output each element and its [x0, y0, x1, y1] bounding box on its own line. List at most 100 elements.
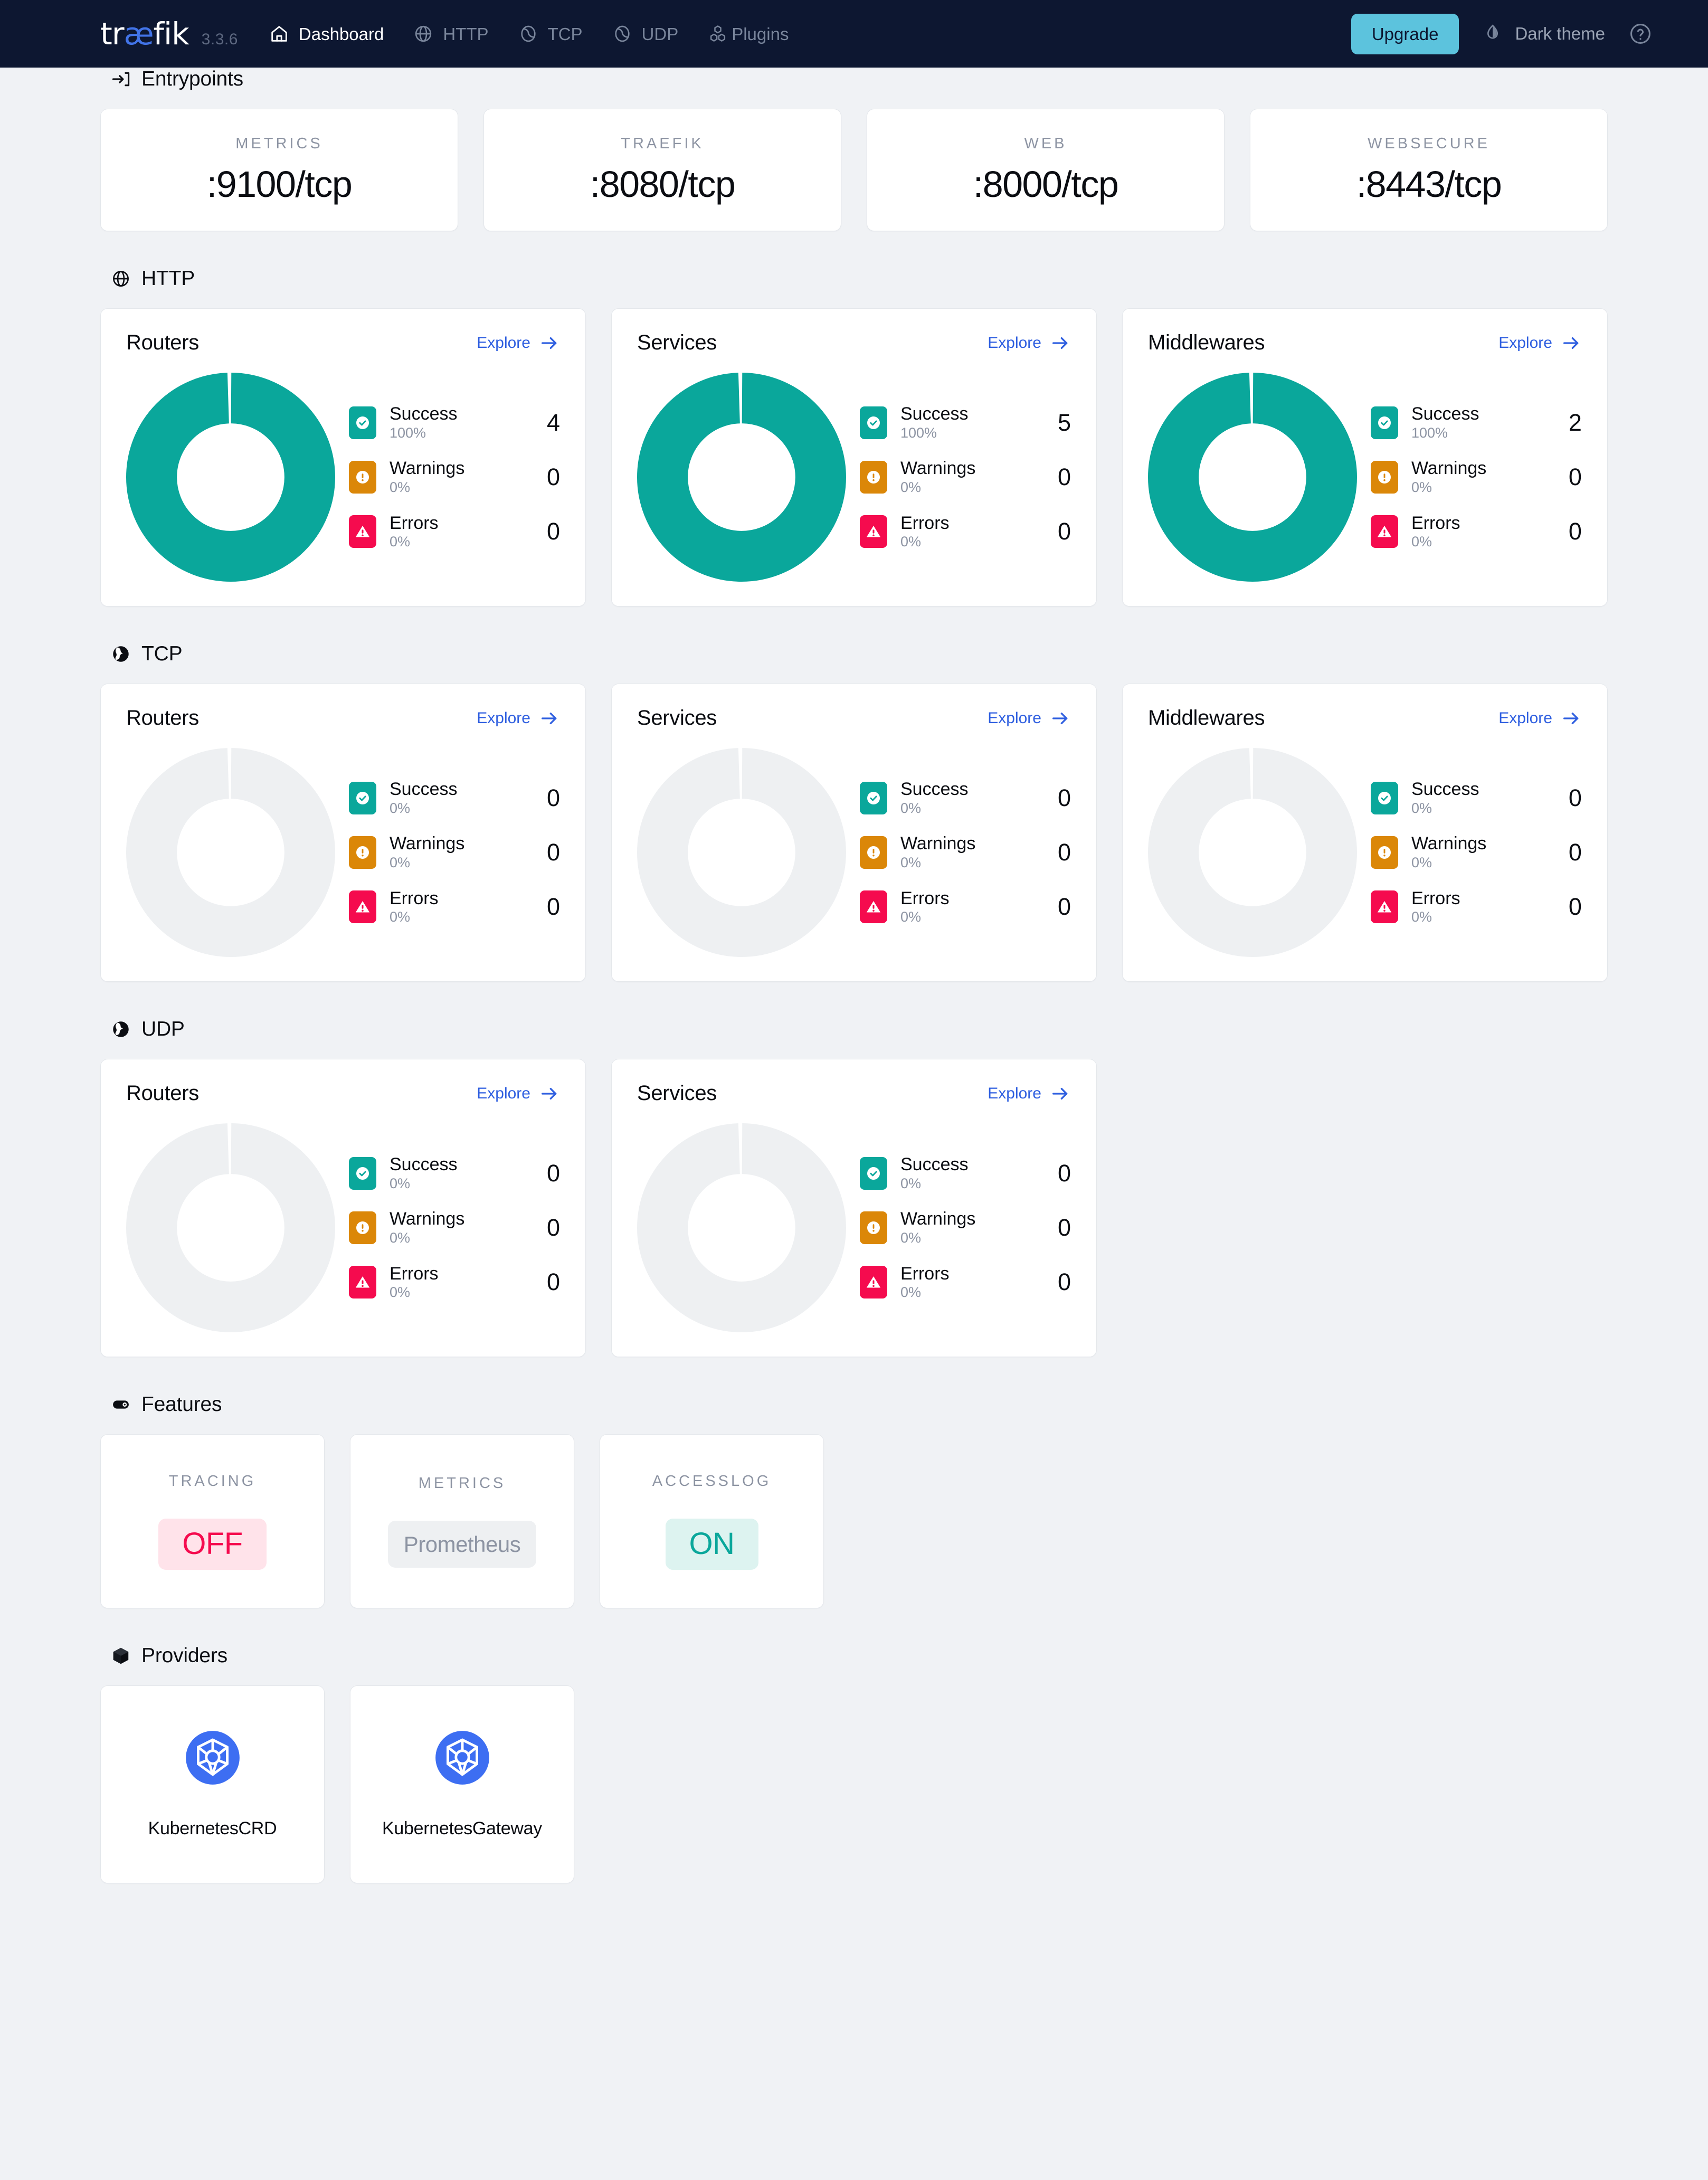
warning-icon: [1370, 836, 1398, 869]
warning-triangle-icon: [1377, 525, 1392, 537]
entrypoint-card[interactable]: TRAEFIK :8080/tcp: [483, 109, 841, 231]
error-icon: [349, 1266, 376, 1299]
explore-link[interactable]: Explore: [477, 1083, 560, 1104]
legend-row-warnings: Warnings 0% 0: [859, 1209, 1071, 1246]
legend-row-success: Success 0% 0: [859, 780, 1071, 816]
legend-text: Success 100%: [900, 405, 969, 441]
legend-label: Warnings: [900, 1209, 976, 1229]
explore-link[interactable]: Explore: [477, 333, 560, 354]
donut-chart: [637, 373, 846, 582]
success-icon: [349, 781, 376, 814]
legend-value: 0: [546, 784, 560, 811]
entrypoint-card[interactable]: WEBSECURE :8443/tcp: [1250, 109, 1608, 231]
card-header: Routers Explore: [126, 331, 560, 355]
legend-text: Errors 0%: [390, 1264, 439, 1300]
nav-item-tcp[interactable]: TCP: [518, 23, 583, 44]
legend-text: Errors 0%: [900, 514, 950, 549]
warning-icon: [859, 836, 887, 869]
tcp-filled-icon: [113, 646, 129, 662]
legend-text: Success 0%: [1411, 780, 1479, 816]
exclamation-circle-icon: [356, 846, 369, 859]
nav-label-tcp: TCP: [547, 24, 583, 44]
nav-label-udp: UDP: [641, 24, 679, 44]
card-title: Services: [637, 706, 717, 729]
legend-row-success: Success 0% 0: [349, 780, 560, 816]
legend-text: Warnings 0%: [900, 1209, 976, 1246]
legend-label: Success: [1411, 779, 1479, 800]
legend-row-warnings: Warnings 0% 0: [1370, 459, 1582, 495]
explore-link[interactable]: Explore: [1498, 708, 1582, 729]
legend-value: 0: [546, 463, 560, 490]
help-circle-icon[interactable]: [1628, 22, 1653, 46]
explore-link[interactable]: Explore: [988, 1083, 1071, 1104]
kubernetes-icon: [435, 1731, 489, 1785]
chart-legend: Success 0% 0 Warnings 0% 0: [1357, 780, 1582, 925]
legend-text: Errors 0%: [390, 889, 439, 925]
legend-row-warnings: Warnings 0% 0: [859, 835, 1071, 870]
contrast-icon: [1487, 24, 1498, 39]
legend-percent: 0%: [390, 1230, 411, 1246]
section-header-http: HTTP: [111, 267, 1608, 290]
legend-text: Warnings 0%: [390, 1210, 464, 1246]
legend-percent: 0%: [900, 1284, 922, 1301]
legend-percent: 100%: [1411, 425, 1448, 441]
explore-link[interactable]: Explore: [988, 333, 1071, 354]
legend-text: Warnings 0%: [1411, 835, 1486, 870]
legend-percent: 0%: [390, 909, 411, 925]
entrypoint-card[interactable]: METRICS :9100/tcp: [100, 109, 458, 231]
explore-label: Explore: [477, 334, 530, 352]
section-header-entrypoints: Entrypoints: [111, 68, 1608, 91]
explore-label: Explore: [988, 1084, 1041, 1102]
legend-text: Warnings 0%: [390, 459, 464, 495]
arrow-right-icon: [541, 337, 557, 349]
entrypoint-name: TRAEFIK: [621, 135, 704, 152]
legend-row-success: Success 0% 0: [1370, 780, 1582, 816]
legend-row-success: Success 100% 4: [349, 405, 560, 440]
legend-text: Success 0%: [900, 1155, 969, 1191]
legend-percent: 0%: [390, 479, 411, 496]
legend-value: 0: [546, 1214, 560, 1241]
exclamation-circle-icon: [867, 846, 880, 859]
brand-logo[interactable]: træfik 3.3.6: [100, 18, 238, 49]
success-icon: [859, 1157, 887, 1190]
entrypoint-address: :8443/tcp: [1356, 163, 1502, 205]
chart-legend: Success 100% 5 Warnings 0% 0: [846, 405, 1071, 549]
section-header-tcp: TCP: [111, 642, 1608, 666]
legend-value: 2: [1568, 409, 1582, 436]
upgrade-button[interactable]: Upgrade: [1351, 13, 1459, 54]
chart-legend: Success 0% 0 Warnings 0% 0: [335, 1155, 560, 1300]
nav-item-plugins[interactable]: Plugins: [707, 23, 789, 44]
card-body: Success 100% 2 Warnings 0% 0: [1147, 373, 1582, 582]
entrypoint-name: METRICS: [235, 135, 323, 152]
tcp-cards-grid: Routers Explore Success: [100, 684, 1608, 982]
legend-value: 5: [1057, 409, 1071, 436]
provider-card-kubernetesgateway[interactable]: KubernetesGateway: [350, 1685, 574, 1883]
tcp-routers-card: Routers Explore Success: [100, 684, 586, 982]
nav-item-udp[interactable]: UDP: [612, 23, 679, 44]
legend-value: 0: [1057, 1214, 1071, 1241]
legend-label: Errors: [1411, 888, 1460, 908]
legend-label: Errors: [1411, 513, 1460, 533]
explore-link[interactable]: Explore: [477, 708, 560, 729]
card-body: Success 0% 0 Warnings 0% 0: [126, 748, 560, 957]
legend-text: Success 100%: [1411, 405, 1479, 441]
nav-item-http[interactable]: HTTP: [413, 23, 489, 44]
error-icon: [349, 515, 376, 548]
provider-card-kubernetescrd[interactable]: KubernetesCRD: [100, 1685, 325, 1883]
donut-chart-empty: [126, 1123, 335, 1332]
legend-text: Warnings 0%: [900, 459, 975, 495]
legend-value: 0: [1057, 893, 1071, 921]
home-icon: [271, 26, 287, 42]
explore-label: Explore: [988, 709, 1041, 727]
entrypoint-name: WEBSECURE: [1368, 135, 1490, 152]
legend-percent: 0%: [1411, 909, 1432, 925]
card-body: Success 100% 4 Warnings 0% 0: [126, 373, 560, 582]
legend-row-errors: Errors 0% 0: [859, 1264, 1071, 1301]
nav-item-dashboard[interactable]: Dashboard: [269, 23, 384, 44]
explore-link[interactable]: Explore: [1498, 333, 1582, 354]
exclamation-circle-icon: [356, 471, 369, 484]
explore-link[interactable]: Explore: [988, 708, 1071, 729]
dark-theme-toggle[interactable]: Dark theme: [1482, 23, 1605, 44]
success-icon: [1370, 781, 1398, 814]
entrypoint-card[interactable]: WEB :8000/tcp: [867, 109, 1225, 231]
